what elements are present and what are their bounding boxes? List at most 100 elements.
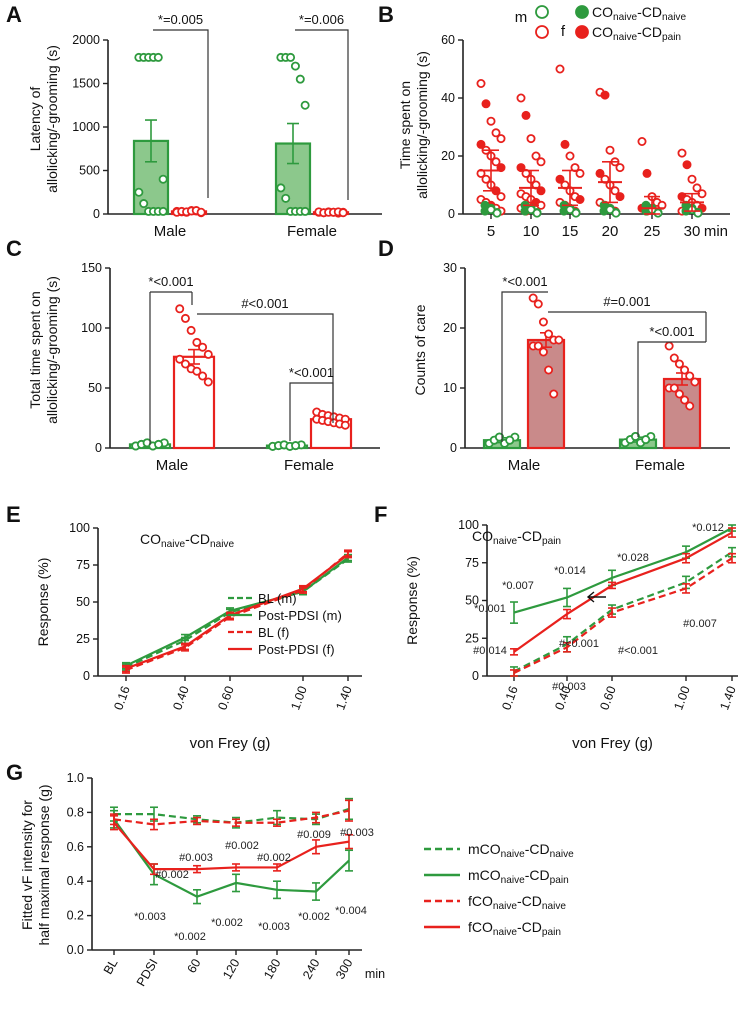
panel-F-x-tick-label-group: 1.00 bbox=[671, 684, 692, 712]
panel-F-significance-label: #0.007 bbox=[683, 618, 717, 630]
panel-B-legend-naive-label-part: -CD bbox=[637, 4, 662, 20]
panel-G-female-significance: #0.009 bbox=[297, 829, 331, 841]
panel-A-data-point bbox=[300, 100, 310, 110]
panel-B-legend-pain-label-part: pain bbox=[662, 32, 681, 43]
panel-F-significance-label: #<0.001 bbox=[559, 638, 599, 650]
panel-A-data-point bbox=[290, 61, 300, 71]
panel-B-pain-point bbox=[526, 134, 536, 144]
panel-A-y-label-line: allolicking/-grooming (s) bbox=[44, 45, 60, 193]
panel-D-data-point bbox=[669, 353, 679, 363]
panel-C-y-tick-label: 50 bbox=[88, 381, 102, 395]
panel-C-data-point bbox=[198, 371, 208, 381]
panel-D-data-point bbox=[680, 395, 690, 405]
panel-B-legend-pain-label: COnaive-CDpain bbox=[592, 24, 681, 43]
panel-A-y-tick-label: 500 bbox=[79, 164, 100, 178]
panel-A-y-tick-label: 1000 bbox=[72, 120, 100, 134]
panel-D-y-tick-label: 0 bbox=[450, 441, 457, 455]
panel-E-label: E bbox=[6, 502, 21, 527]
panel-C-data-point bbox=[180, 359, 190, 369]
panel-B-naive-point bbox=[492, 208, 502, 218]
panel-A-significance-label: *=0.005 bbox=[158, 12, 203, 27]
panel-B-naive-point bbox=[532, 208, 542, 218]
panel-B-pain-point bbox=[560, 139, 570, 149]
panel-G-x-tick-label: 180 bbox=[261, 956, 284, 981]
panel-A-label: A bbox=[6, 2, 22, 27]
panel-E-x-label: von Frey (g) bbox=[190, 735, 271, 752]
panel-A-y-tick-label: 1500 bbox=[72, 77, 100, 91]
panel-G-legend-label-part: -CD bbox=[517, 893, 542, 909]
panel-C-data-point bbox=[291, 441, 301, 451]
panel-C-bracket bbox=[289, 382, 334, 441]
panel-A-data-point bbox=[134, 187, 144, 197]
panel-E-title: COnaive-CDnaive bbox=[140, 531, 234, 550]
panel-B-pain-point bbox=[610, 186, 620, 196]
panel-E-x-tick-label-group: 1.00 bbox=[288, 684, 309, 712]
panel-A-category-label: Male bbox=[154, 223, 187, 240]
panel-B-legend-naive-label-part: naive bbox=[613, 12, 637, 23]
panel-B-pain-point bbox=[516, 93, 526, 103]
panel-D-data-point bbox=[528, 293, 538, 303]
panel-F-y-label: Response (%) bbox=[404, 556, 420, 645]
panel-F-significance-label: #<0.001 bbox=[618, 645, 658, 657]
panel-F-y-tick-label: 50 bbox=[465, 594, 479, 608]
panel-C-data-point bbox=[198, 342, 208, 352]
panel-G-legend-label-part: naive bbox=[501, 849, 525, 860]
panel-B-legend-m: m bbox=[515, 9, 528, 26]
panel-D-data-point bbox=[685, 371, 695, 381]
panel-C-data-point bbox=[192, 337, 202, 347]
panel-D-data-point bbox=[538, 347, 548, 357]
panel-G-y-label: Fitted vF intensity for half maximal resp… bbox=[19, 784, 52, 945]
panel-B-naive-point bbox=[571, 208, 581, 218]
panel-B-pain-point bbox=[481, 99, 491, 109]
panel-G-female-significance: #0.003 bbox=[340, 827, 374, 839]
panel-A-data-point bbox=[158, 174, 168, 184]
panel-D-y-label: Counts of care bbox=[412, 304, 428, 395]
panel-B-y-tick-label: 60 bbox=[441, 33, 455, 47]
panel-B-label: B bbox=[378, 2, 394, 27]
panel-G-x-tick-label: 300 bbox=[333, 956, 356, 981]
panel-A-significance-label: *=0.006 bbox=[299, 12, 344, 27]
panel-B-naive-point bbox=[480, 200, 490, 210]
panel-A-y-tick-label: 0 bbox=[93, 207, 100, 221]
panel-F-label: F bbox=[374, 502, 387, 527]
panel-B-pain-point bbox=[677, 148, 687, 158]
panel-E-x-tick-label: 0.60 bbox=[215, 684, 236, 712]
panel-B-y-label: Time spent on allolicking/-grooming (s) bbox=[397, 51, 430, 199]
panel-G-x-tick-label-group: 60 bbox=[185, 956, 204, 975]
panel-F-y-tick-label: 100 bbox=[458, 518, 479, 532]
panel-G-female-significance: #0.002 bbox=[225, 840, 259, 852]
panel-G-y-label-line: Fitted vF intensity for bbox=[19, 800, 35, 930]
panel-E-legend-label: BL (f) bbox=[258, 625, 289, 640]
panel-G-series-line bbox=[114, 807, 350, 824]
panel-B-legend-f-marker bbox=[535, 25, 549, 39]
panel-E-y-tick-label: 25 bbox=[76, 632, 90, 646]
panel-B-pain-point bbox=[555, 64, 565, 74]
panel-A-data-point bbox=[139, 199, 149, 209]
panel-F-x-tick-label-group: 0.60 bbox=[597, 684, 618, 712]
panel-A-data-point bbox=[295, 74, 305, 84]
panel-E-x-tick-label: 0.40 bbox=[170, 684, 191, 712]
panel-G-legend-label: fCOnaive-CDpain bbox=[468, 919, 561, 938]
panel-D-bar bbox=[526, 338, 566, 450]
panel-B-category-label: 30 bbox=[684, 223, 701, 240]
panel-B-pain-point bbox=[531, 151, 541, 161]
panel-G-y-tick-label: 0.2 bbox=[67, 909, 84, 923]
panel-B-pain-point bbox=[575, 168, 585, 178]
panel-D-data-point bbox=[685, 401, 695, 411]
panel-C-significance-label: *<0.001 bbox=[289, 365, 334, 380]
panel-D-data-point bbox=[549, 389, 559, 399]
panel-D-category-label: Male bbox=[508, 457, 541, 474]
panel-C-y-label-line: allolicking/-grooming (s) bbox=[44, 276, 60, 424]
panel-A-category-label: Female bbox=[287, 223, 337, 240]
panel-B-pain-point bbox=[491, 128, 501, 138]
panel-F-title-part: CO bbox=[472, 528, 493, 544]
panel-D-data-point bbox=[544, 329, 554, 339]
panel-F-significance-label: *0.001 bbox=[474, 603, 506, 615]
panel-G-y-tick-label: 0.8 bbox=[67, 805, 84, 819]
panel-D-bracket bbox=[501, 291, 548, 442]
panel-F-series-line bbox=[513, 531, 733, 653]
panel-G-legend-label-part: naive bbox=[493, 901, 517, 912]
panel-G-female-significance: #0.002 bbox=[155, 869, 189, 881]
panel-D-data-point bbox=[544, 365, 554, 375]
